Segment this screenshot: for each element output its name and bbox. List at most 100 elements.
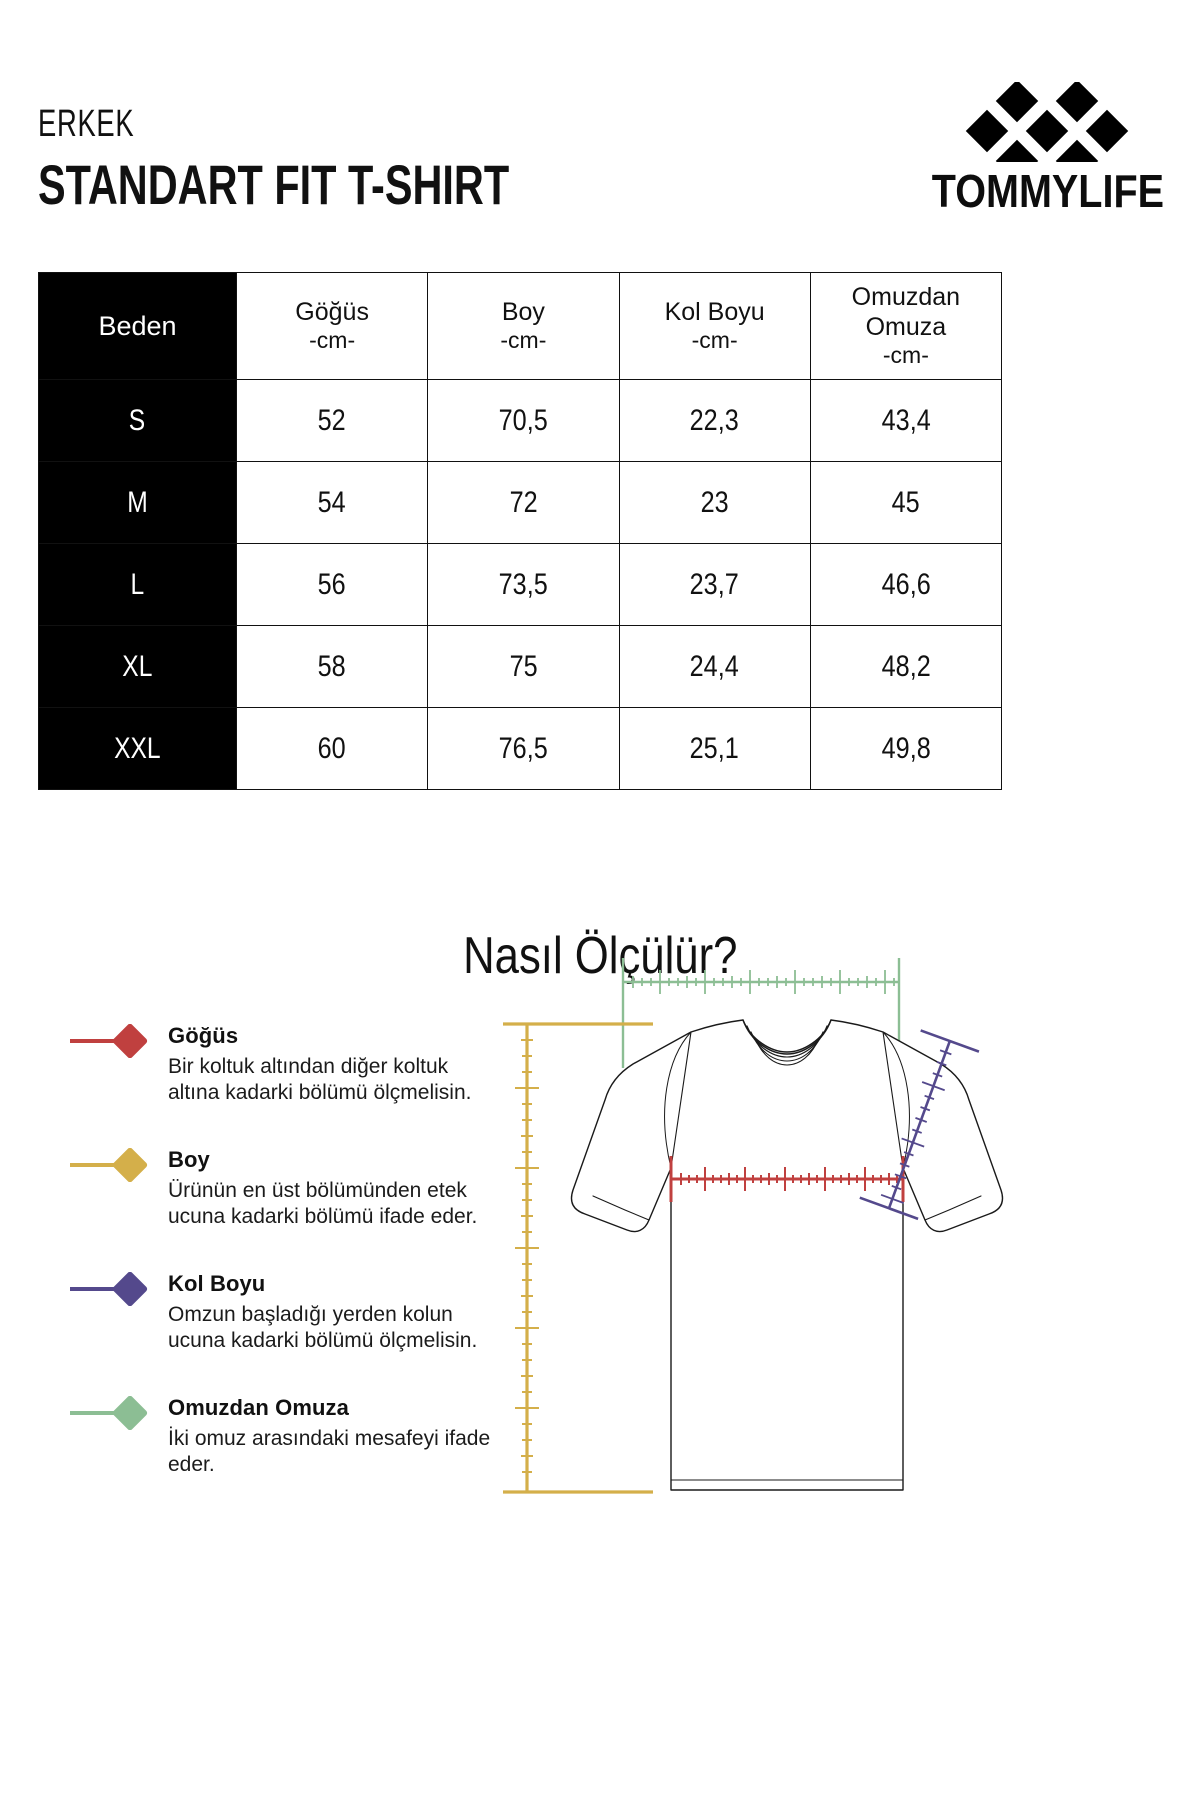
- page-kicker: ERKEK: [38, 103, 135, 145]
- cell-boy: 76,5: [427, 707, 620, 791]
- header-label-beden: Beden: [98, 310, 177, 341]
- tshirt-outline-icon: [570, 1019, 1004, 1491]
- cell-gogus: 58: [235, 625, 429, 709]
- legend-description: Bir koltuk altından diğer koltuk altına …: [168, 1054, 472, 1105]
- legend-body: Boy Ürünün en üst bölümünden etek ucuna …: [168, 1146, 498, 1231]
- cell-omuzdan-omuza: 45: [809, 461, 1003, 545]
- brand-name: TOMMYLIFE: [931, 165, 1164, 217]
- page-title: STANDART FIT T-SHIRT: [38, 153, 510, 216]
- cell-boy: 70,5: [427, 379, 620, 463]
- boy-ruler: [503, 1022, 653, 1494]
- header-unit-boy: -cm-: [500, 327, 547, 354]
- cell-boy: 72: [427, 461, 620, 545]
- measurement-legend: Göğüs Bir koltuk altından diğer koltuk a…: [68, 1022, 498, 1518]
- table-body: S 52 70,5 22,3 43,4 M 54 72 23 45 L 56 7…: [38, 379, 1003, 791]
- cell-text: 58: [318, 649, 347, 683]
- table-row: XXL 60 76,5 25,1 49,8: [38, 707, 1003, 791]
- page-header: ERKEK STANDART FIT T-SHIRT TOMMYLIFE: [0, 0, 1200, 250]
- cell-kol-boyu: 23: [618, 461, 811, 545]
- legend-item-kol-boyu: Kol Boyu Omzun başladığı yerden kolun uc…: [68, 1270, 498, 1366]
- legend-title: Göğüs: [168, 1023, 239, 1048]
- table-row: S 52 70,5 22,3 43,4: [38, 379, 1003, 463]
- cell-text: XXL: [114, 731, 161, 765]
- header-unit-gogus: -cm-: [309, 327, 356, 354]
- diamond-grid-logo-icon: [965, 82, 1129, 162]
- cell-gogus: 56: [235, 543, 429, 627]
- cell-text: 52: [318, 403, 347, 437]
- header-unit-kol-boyu: -cm-: [691, 327, 738, 354]
- table-row: L 56 73,5 23,7 46,6: [38, 543, 1003, 627]
- how-to-measure-heading: Nasıl Ölçülür?: [0, 927, 1200, 985]
- cell-omuzdan-omuza: 48,2: [809, 625, 1003, 709]
- legend-description: İki omuz arasındaki mesafeyi ifade eder.: [168, 1426, 491, 1477]
- header-cell-gogus: Göğüs -cm-: [235, 271, 429, 381]
- header-label-omuzdan-omuza: Omuzdan Omuza: [851, 283, 961, 341]
- legend-title: Boy: [168, 1147, 210, 1172]
- how-to-measure-heading-text: Nasıl Ölçülür?: [462, 927, 738, 985]
- legend-body: Kol Boyu Omzun başladığı yerden kolun uc…: [168, 1270, 498, 1355]
- size-table: Beden Göğüs -cm- Boy -cm- Kol Boyu -cm- …: [38, 271, 1003, 791]
- cell-omuzdan-omuza: 46,6: [809, 543, 1003, 627]
- kol-boyu-ruler: [859, 1029, 980, 1221]
- header-cell-boy: Boy -cm-: [427, 271, 620, 381]
- cell-text: XL: [122, 649, 153, 683]
- title-block: ERKEK STANDART FIT T-SHIRT: [38, 105, 675, 213]
- cell-boy: 75: [427, 625, 620, 709]
- brand-block: TOMMYLIFE: [864, 82, 1164, 214]
- cell-gogus: 54: [235, 461, 429, 545]
- row-size-label: M: [38, 461, 237, 545]
- header-label-gogus: Göğüs: [295, 297, 369, 326]
- legend-description: Omzun başladığı yerden kolun ucuna kadar…: [168, 1302, 478, 1353]
- cell-kol-boyu: 25,1: [618, 707, 811, 791]
- legend-title: Kol Boyu: [168, 1271, 266, 1296]
- cell-text: 70,5: [498, 403, 548, 437]
- cell-text: 45: [891, 485, 920, 519]
- omuzdan-omuza-ruler: [621, 958, 901, 1068]
- cell-text: 54: [318, 485, 347, 519]
- row-size-label: S: [38, 379, 237, 463]
- row-size-label: L: [38, 543, 237, 627]
- header-cell-kol-boyu: Kol Boyu -cm-: [618, 271, 811, 381]
- legend-body: Göğüs Bir koltuk altından diğer koltuk a…: [168, 1022, 498, 1107]
- tshirt-diagram: [495, 940, 1035, 1520]
- diamond-marker-icon: [70, 1396, 148, 1430]
- cell-text: M: [127, 485, 148, 519]
- row-size-label: XL: [38, 625, 237, 709]
- cell-text: 75: [509, 649, 538, 683]
- cell-text: 25,1: [690, 731, 740, 765]
- header-label-boy: Boy: [501, 297, 545, 326]
- header-unit-omuzdan-omuza: -cm-: [882, 342, 929, 368]
- cell-text: 23,7: [690, 567, 740, 601]
- cell-text: 76,5: [498, 731, 548, 765]
- cell-gogus: 52: [235, 379, 429, 463]
- legend-description: Ürünün en üst bölümünden etek ucuna kada…: [168, 1178, 478, 1229]
- cell-text: 23: [700, 485, 729, 519]
- cell-text: S: [129, 403, 146, 437]
- legend-item-boy: Boy Ürünün en üst bölümünden etek ucuna …: [68, 1146, 498, 1242]
- cell-text: 46,6: [881, 567, 931, 601]
- table-row: M 54 72 23 45: [38, 461, 1003, 545]
- legend-item-gogus: Göğüs Bir koltuk altından diğer koltuk a…: [68, 1022, 498, 1118]
- legend-body: Omuzdan Omuza İki omuz arasındaki mesafe…: [168, 1394, 498, 1479]
- cell-text: L: [130, 567, 145, 601]
- cell-kol-boyu: 22,3: [618, 379, 811, 463]
- cell-kol-boyu: 24,4: [618, 625, 811, 709]
- cell-text: 72: [509, 485, 538, 519]
- cell-kol-boyu: 23,7: [618, 543, 811, 627]
- cell-text: 22,3: [690, 403, 740, 437]
- cell-text: 60: [318, 731, 347, 765]
- cell-text: 49,8: [881, 731, 931, 765]
- cell-boy: 73,5: [427, 543, 620, 627]
- diamond-marker-icon: [70, 1024, 148, 1058]
- cell-text: 48,2: [881, 649, 931, 683]
- cell-omuzdan-omuza: 43,4: [809, 379, 1003, 463]
- cell-text: 73,5: [498, 567, 548, 601]
- header-cell-omuzdan-omuza: Omuzdan Omuza -cm-: [809, 271, 1003, 381]
- diamond-marker-icon: [70, 1272, 148, 1306]
- header-label-kol-boyu: Kol Boyu: [664, 297, 765, 326]
- header-cell-beden: Beden: [38, 271, 237, 381]
- legend-item-omuzdan-omuza: Omuzdan Omuza İki omuz arasındaki mesafe…: [68, 1394, 498, 1490]
- cell-text: 43,4: [881, 403, 931, 437]
- row-size-label: XXL: [38, 707, 237, 791]
